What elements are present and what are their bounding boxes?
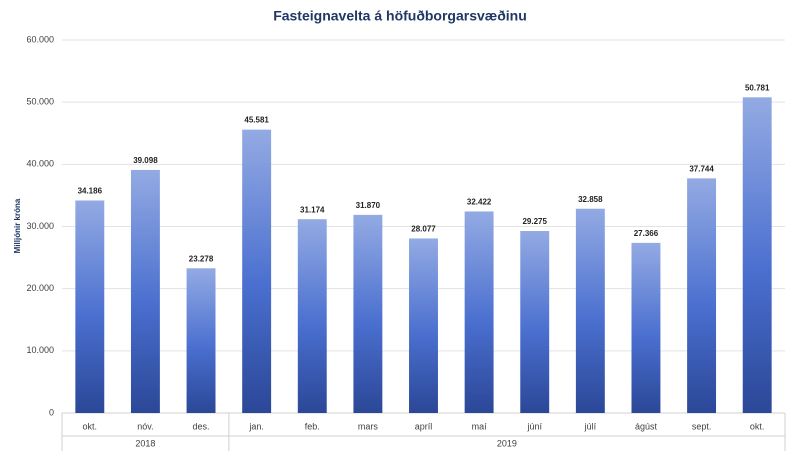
- x-tick-label: apríl: [415, 421, 433, 431]
- x-tick-label: ágúst: [635, 421, 658, 431]
- value-label: 39.098: [133, 156, 158, 165]
- value-label: 29.275: [522, 217, 547, 226]
- x-tick-label: mars: [358, 421, 378, 431]
- value-label: 23.278: [189, 254, 214, 263]
- y-tick-label: 50.000: [26, 97, 54, 107]
- value-label: 31.870: [356, 201, 381, 210]
- bar: [186, 268, 216, 413]
- x-tick-label: nóv.: [137, 421, 153, 431]
- y-tick-label: 40.000: [26, 159, 54, 169]
- bar: [520, 231, 550, 413]
- value-label: 28.077: [411, 225, 436, 234]
- value-label: 32.858: [578, 195, 603, 204]
- x-tick-label: júlí: [584, 421, 597, 431]
- y-tick-label: 0: [49, 407, 54, 417]
- y-axis-title: Milljónir króna: [13, 198, 22, 253]
- bar: [742, 97, 772, 413]
- y-tick-label: 30.000: [26, 221, 54, 231]
- bar: [75, 200, 105, 413]
- chart-title: Fasteignavelta á höfuðborgarsvæðinu: [273, 8, 527, 24]
- bar: [409, 238, 438, 413]
- x-tick-label: okt.: [83, 421, 98, 431]
- x-tick-label: maí: [472, 421, 488, 431]
- bar: [575, 208, 605, 413]
- x-tick-label: okt.: [750, 421, 765, 431]
- x-tick-label: jan.: [248, 421, 264, 431]
- value-label: 37.744: [689, 164, 714, 173]
- bar: [631, 242, 661, 413]
- x-tick-label: sept.: [692, 421, 712, 431]
- y-tick-label: 20.000: [26, 283, 54, 293]
- value-label: 34.186: [78, 187, 103, 196]
- y-tick-label: 60.000: [26, 34, 54, 44]
- x-tick-label: júní: [526, 421, 542, 431]
- value-label: 50.781: [745, 83, 770, 92]
- value-label: 32.422: [467, 198, 492, 207]
- bar: [464, 211, 494, 413]
- y-tick-label: 10.000: [26, 345, 54, 355]
- bar: [687, 178, 717, 413]
- value-label: 45.581: [244, 116, 269, 125]
- value-label: 31.174: [300, 205, 325, 214]
- bar: [242, 129, 272, 413]
- group-label: 2019: [497, 438, 517, 448]
- bar: [353, 214, 383, 413]
- bar: [130, 169, 160, 413]
- value-label: 27.366: [634, 229, 659, 238]
- group-label: 2018: [135, 438, 155, 448]
- x-tick-label: des.: [193, 421, 210, 431]
- bar: [297, 219, 327, 413]
- x-tick-label: feb.: [305, 421, 320, 431]
